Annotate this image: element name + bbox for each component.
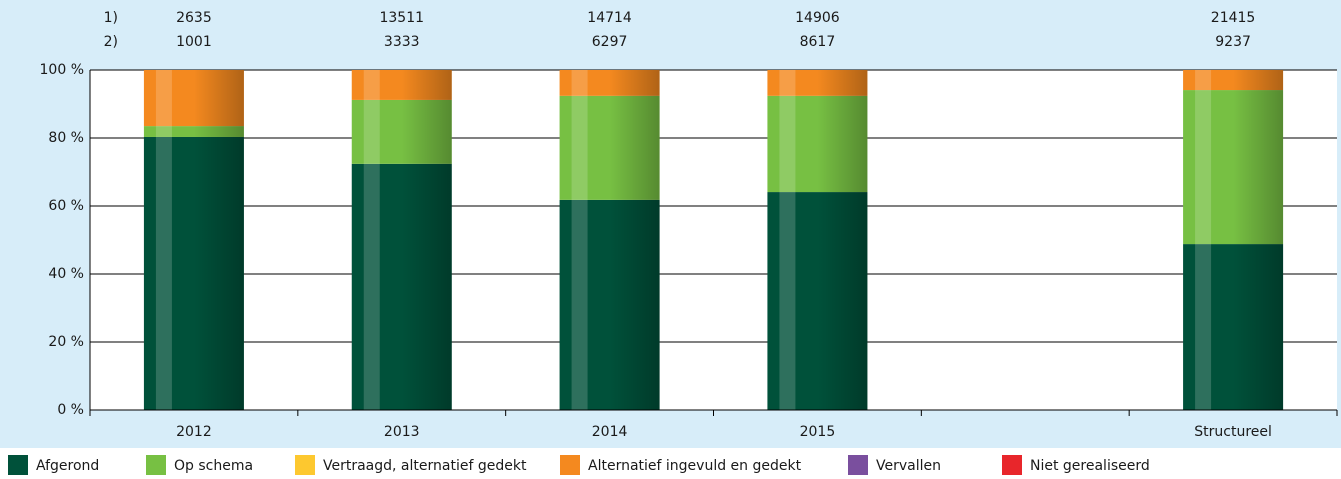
legend-swatch [146, 455, 166, 475]
row-label: 1) [104, 10, 118, 26]
plot-area [90, 70, 1337, 410]
x-tick-label: 2015 [800, 424, 836, 440]
bar-shade [559, 70, 660, 410]
bar-highlight [155, 70, 172, 410]
row-value: 21415 [1211, 10, 1256, 26]
x-tick-label: Structureel [1194, 424, 1272, 440]
row-value: 2635 [176, 10, 212, 26]
legend-label: Vervallen [876, 458, 941, 474]
bar-shade [767, 70, 868, 410]
x-tick-label: 2013 [384, 424, 420, 440]
legend-swatch [295, 455, 315, 475]
y-tick-label: 0 % [57, 402, 84, 418]
bar-shade [143, 70, 244, 410]
legend-label: Afgerond [36, 458, 99, 474]
x-tick-label: 2014 [592, 424, 628, 440]
row-value: 6297 [592, 34, 628, 50]
y-tick-label: 20 % [48, 334, 84, 350]
row-value: 1001 [176, 34, 212, 50]
legend-swatch [560, 455, 580, 475]
bar-highlight [779, 70, 796, 410]
y-tick-label: 60 % [48, 198, 84, 214]
bar-shade [351, 70, 452, 410]
row-value: 14906 [795, 10, 840, 26]
row-value: 9237 [1215, 34, 1251, 50]
bar-highlight [571, 70, 588, 410]
y-tick-label: 40 % [48, 266, 84, 282]
row-value: 3333 [384, 34, 420, 50]
legend-swatch [8, 455, 28, 475]
row-value: 13511 [379, 10, 424, 26]
row-value: 14714 [587, 10, 632, 26]
legend-swatch [848, 455, 868, 475]
legend-label: Vertraagd, alternatief gedekt [323, 458, 527, 474]
bar-highlight [1195, 70, 1212, 410]
bar-shade [1183, 70, 1284, 410]
legend-label: Op schema [174, 458, 253, 474]
x-tick-label: 2012 [176, 424, 212, 440]
bar-highlight [363, 70, 380, 410]
legend-label: Niet gerealiseerd [1030, 458, 1150, 474]
row-label: 2) [104, 34, 118, 50]
row-value: 8617 [800, 34, 836, 50]
legend-swatch [1002, 455, 1022, 475]
y-tick-label: 80 % [48, 130, 84, 146]
y-tick-label: 100 % [40, 62, 84, 78]
legend-label: Alternatief ingevuld en gedekt [588, 458, 802, 474]
